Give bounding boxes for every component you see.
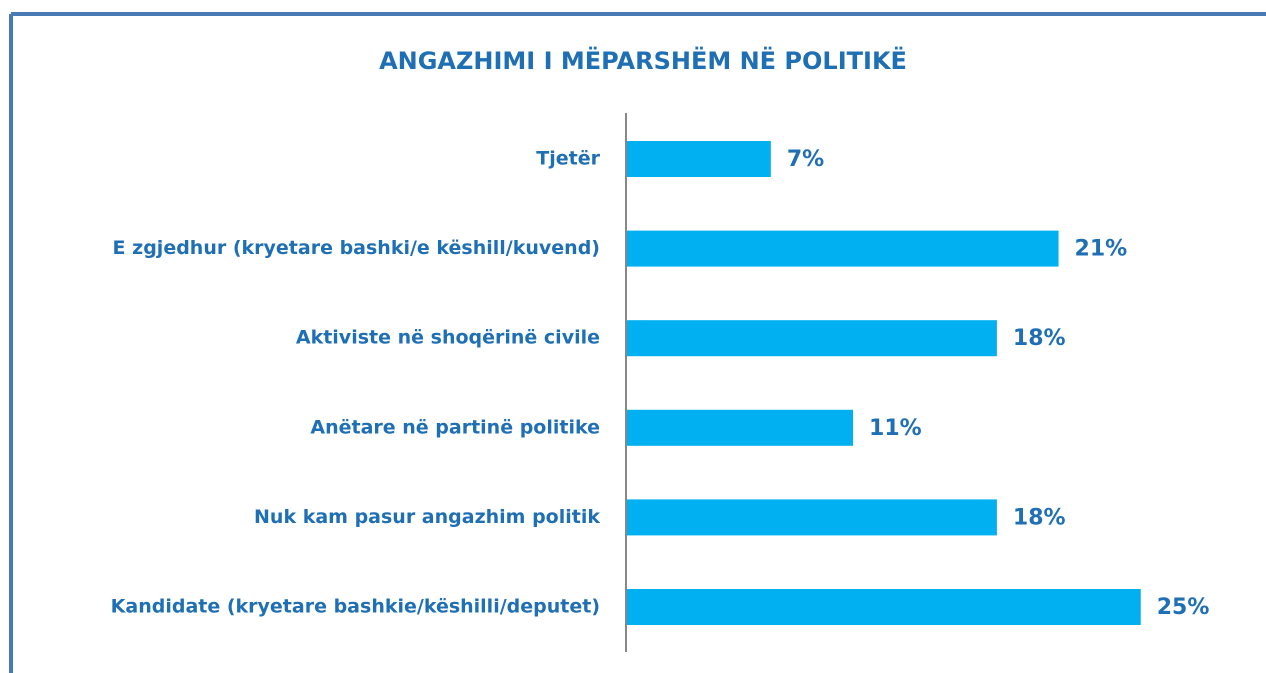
category-label: E zgjedhur (kryetare bashki/e këshill/ku… xyxy=(113,237,600,259)
value-label: 11% xyxy=(869,416,922,441)
category-label: Anëtare në partinë politike xyxy=(310,416,600,438)
category-label: Aktiviste në shoqërinë civile xyxy=(296,327,600,349)
bar xyxy=(627,141,771,177)
value-label: 18% xyxy=(1013,505,1066,530)
bar xyxy=(627,589,1141,625)
category-label: Tjetër xyxy=(536,148,600,170)
value-label: 18% xyxy=(1013,326,1066,351)
value-label: 21% xyxy=(1075,237,1128,262)
category-label: Kandidate (kryetare bashkie/këshilli/dep… xyxy=(111,596,600,618)
bar xyxy=(627,409,854,446)
bar xyxy=(627,320,997,357)
category-label: Nuk kam pasur angazhim politik xyxy=(254,506,600,528)
value-label: 7% xyxy=(787,147,824,172)
value-label: 25% xyxy=(1157,595,1210,620)
bar xyxy=(627,230,1059,267)
bar xyxy=(627,499,997,536)
chart-title: ANGAZHIMI I MËPARSHËM NË POLITIKË xyxy=(379,46,907,75)
